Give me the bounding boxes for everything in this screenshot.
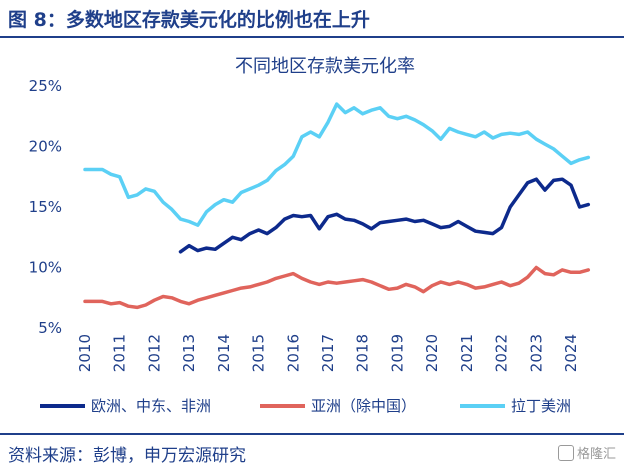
x-tick-label: 2020 bbox=[423, 334, 441, 372]
figure-title: 图 8：多数地区存款美元化的比例也在上升 bbox=[8, 9, 370, 31]
x-axis: 2010 2011 2012 2013 2014 2015 2016 2017 2018 2019… bbox=[76, 334, 580, 372]
y-tick-label: 20% bbox=[29, 138, 62, 156]
figure-header: 图 8：多数地区存款美元化的比例也在上升 bbox=[0, 0, 624, 38]
y-tick-label: 15% bbox=[29, 198, 62, 216]
legend-label-2: 拉丁美洲 bbox=[511, 397, 571, 415]
y-tick-label: 5% bbox=[38, 319, 62, 337]
series-lines bbox=[83, 102, 591, 310]
x-tick-label: 2016 bbox=[284, 334, 302, 372]
series-line-1 bbox=[83, 265, 591, 310]
legend-label-1: 亚洲（除中国） bbox=[311, 397, 416, 415]
watermark-logo-icon bbox=[557, 445, 574, 461]
chart-title: 不同地区存款美元化率 bbox=[235, 56, 415, 77]
legend: 欧洲、中东、非洲 亚洲（除中国） 拉丁美洲 bbox=[40, 397, 571, 415]
series-line-0 bbox=[178, 177, 591, 254]
y-tick-label: 25% bbox=[29, 77, 62, 95]
watermark: 格隆汇 bbox=[557, 443, 616, 462]
x-tick-label: 2012 bbox=[145, 334, 163, 372]
source-bar: 资料来源：彭博，申万宏源研究 格隆汇 bbox=[0, 433, 624, 468]
watermark-text: 格隆汇 bbox=[576, 447, 616, 462]
x-tick-label: 2013 bbox=[180, 334, 198, 372]
legend-label-0: 欧洲、中东、非洲 bbox=[91, 397, 211, 415]
x-tick-label: 2021 bbox=[458, 334, 476, 372]
x-tick-label: 2022 bbox=[493, 334, 511, 372]
x-tick-label: 2011 bbox=[111, 334, 129, 372]
y-axis: 25% 20% 15% 10% 5% bbox=[29, 77, 62, 337]
x-tick-label: 2019 bbox=[388, 334, 406, 372]
line-chart: 不同地区存款美元化率 25%20%15%10%5% 2010 2011 2012 20… bbox=[29, 56, 591, 415]
x-tick-label: 2015 bbox=[250, 334, 268, 372]
x-tick-label: 2024 bbox=[562, 334, 580, 372]
x-tick-label: 2017 bbox=[319, 334, 337, 372]
x-tick-label: 2023 bbox=[527, 334, 545, 372]
x-tick-label: 2018 bbox=[354, 334, 372, 372]
series-line-2 bbox=[83, 102, 591, 227]
x-tick-label: 2010 bbox=[76, 334, 94, 372]
x-tick-label: 2014 bbox=[215, 334, 233, 372]
source-note: 资料来源：彭博，申万宏源研究 bbox=[8, 446, 246, 466]
y-tick-label: 10% bbox=[29, 259, 62, 277]
